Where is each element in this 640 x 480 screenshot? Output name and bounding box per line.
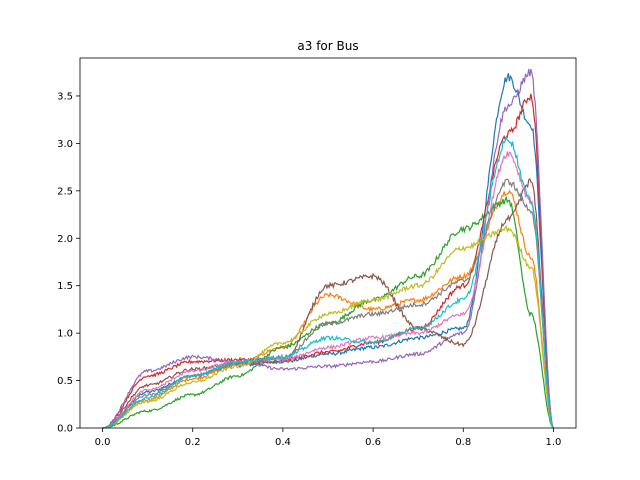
series-line-2 <box>102 189 554 429</box>
series-line-10 <box>102 135 554 429</box>
y-tick-label-4: 2.0 <box>57 234 73 245</box>
series-line-7 <box>102 151 554 429</box>
x-axis: 0.0 0.2 0.4 0.6 0.8 1.0 <box>95 428 562 448</box>
x-tick-label-2: 0.4 <box>275 437 291 448</box>
x-tick-label-1: 0.2 <box>185 437 201 448</box>
x-tick-label-3: 0.6 <box>365 437 381 448</box>
y-tick-label-3: 1.5 <box>57 281 73 292</box>
series-line-6 <box>102 177 554 429</box>
y-tick-label-1: 0.5 <box>57 376 73 387</box>
y-axis: 0.0 0.5 1.0 1.5 2.0 2.5 3.0 3.5 <box>57 91 80 435</box>
y-tick-label-2: 1.0 <box>57 329 73 340</box>
series-layer <box>102 68 554 429</box>
series-line-1 <box>102 73 554 429</box>
plot-frame <box>79 57 577 429</box>
x-tick-label-0: 0.0 <box>95 437 111 448</box>
series-line-4 <box>102 93 554 429</box>
series-line-9 <box>102 224 554 429</box>
y-tick-label-0: 0.0 <box>57 424 73 435</box>
chart-title: a3 for Bus <box>297 39 358 53</box>
y-tick-label-6: 3.0 <box>57 139 73 150</box>
x-tick-label-4: 0.8 <box>455 437 471 448</box>
y-tick-label-5: 2.5 <box>57 186 73 197</box>
series-line-5 <box>102 68 554 429</box>
x-tick-label-5: 1.0 <box>546 437 562 448</box>
y-tick-label-7: 3.5 <box>57 91 73 102</box>
